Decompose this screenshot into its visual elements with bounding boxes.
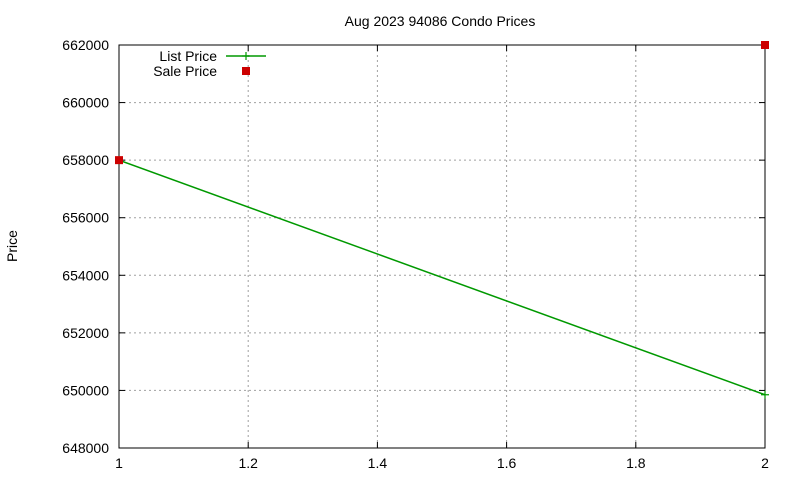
legend-label: List Price: [159, 48, 217, 64]
x-tick-label: 1.6: [497, 455, 517, 471]
y-tick-label: 658000: [62, 152, 109, 168]
legend-marker: [242, 52, 250, 60]
plot-border: [118, 44, 766, 449]
y-tick-label: 662000: [62, 37, 109, 53]
list-price-line: [118, 159, 766, 396]
legend-label: Sale Price: [153, 63, 217, 79]
axis-layer: 1 1.2 1.4 1.6 1.8 2 648000 650000 652000 654000 65…: [62, 37, 769, 471]
y-tick-label: 654000: [62, 267, 109, 283]
y-tick-label: 652000: [62, 325, 109, 341]
list-price-marker: [761, 390, 769, 399]
x-tick-label: 1.8: [626, 455, 646, 471]
x-tick-label: 1: [115, 455, 123, 471]
x-tick-label: 1.2: [238, 455, 258, 471]
x-tick-label: 1.4: [368, 455, 388, 471]
y-tick-label: 650000: [62, 382, 109, 398]
legend-marker: [242, 67, 250, 75]
chart-title: Aug 2023 94086 Condo Prices: [345, 13, 536, 29]
sale-price-marker: [115, 156, 123, 165]
y-tick-label: 648000: [62, 440, 109, 456]
y-tick-label: 656000: [62, 210, 109, 226]
x-tick-label: 2: [761, 455, 769, 471]
series-layer: [115, 41, 769, 399]
y-tick-label: 660000: [62, 95, 109, 111]
sale-price-marker: [761, 41, 769, 49]
y-axis-label: Price: [4, 230, 20, 262]
grid-layer: [119, 45, 765, 448]
